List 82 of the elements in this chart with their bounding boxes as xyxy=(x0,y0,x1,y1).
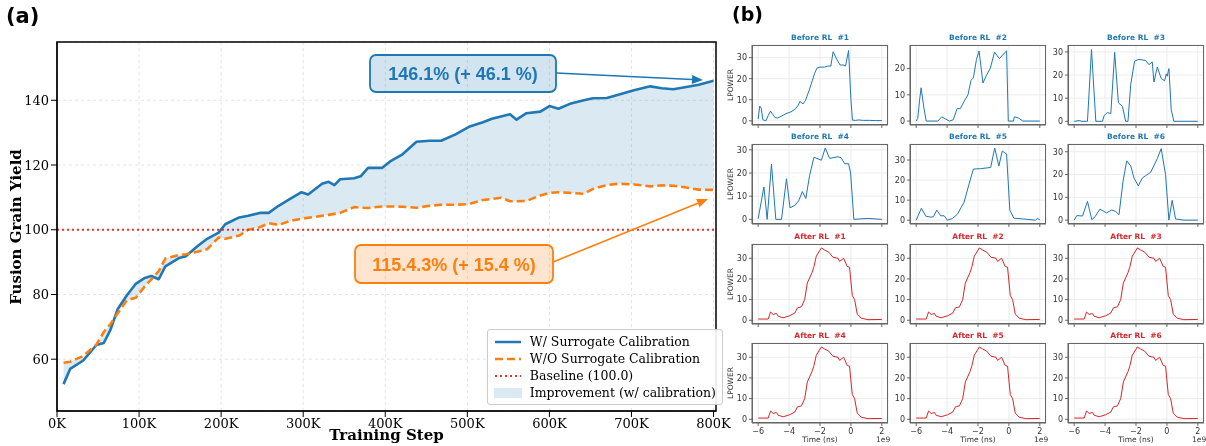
y-tick-label: 30 xyxy=(736,145,747,155)
y-tick-label: 0 xyxy=(741,116,747,126)
x-tick-label: −6 xyxy=(1068,426,1081,436)
x-tick-label: 2 xyxy=(879,426,885,436)
x-tick-label: 0K xyxy=(48,416,67,432)
y-tick-label: 10 xyxy=(1052,295,1063,305)
x-tick-label: 2 xyxy=(1195,426,1201,436)
x-tick-label: 200K xyxy=(203,416,239,432)
y-tick-label: 30 xyxy=(1052,353,1063,363)
y-tick-label: 20 xyxy=(1052,373,1063,383)
y-tick-label: 60 xyxy=(32,351,49,367)
y-tick-label: 30 xyxy=(736,353,747,363)
y-tick-label: 30 xyxy=(894,155,905,165)
annotation: 115.4.3% (+ 15.4 %) xyxy=(372,254,536,275)
y-tick-label: 10 xyxy=(736,192,747,202)
y-tick-label: 30 xyxy=(736,53,747,63)
y-tick-label: 20 xyxy=(736,168,747,178)
y-tick-label: 20 xyxy=(736,373,747,383)
x-tick-label: 100K xyxy=(121,416,157,432)
x-tick-label: −2 xyxy=(1130,426,1142,436)
y-tick-label: 30 xyxy=(1052,254,1063,264)
y-tick-label: 120 xyxy=(24,157,49,173)
x-tick-label: 700K xyxy=(614,416,650,432)
legend-label: Baseline (100.0) xyxy=(529,368,634,383)
y-tick-label: 0 xyxy=(1057,215,1063,225)
y-tick-label: 0 xyxy=(741,316,747,326)
x-tick-label: −6 xyxy=(752,426,765,436)
x-tick-label: 0 xyxy=(1164,426,1170,436)
y-tick-label: 20 xyxy=(894,274,905,284)
y-tick-label: 10 xyxy=(894,394,905,404)
y-tick-label: 30 xyxy=(736,254,747,264)
x-tick-label: 500K xyxy=(450,416,485,432)
legend-label: W/ Surrogate Calibration xyxy=(529,334,690,349)
y-tick-label: 20 xyxy=(894,373,905,383)
y-tick-label: 30 xyxy=(1052,47,1063,57)
y-tick-label: 0 xyxy=(899,316,905,326)
y-tick-label: 20 xyxy=(894,64,905,74)
x-tick-label: −4 xyxy=(1099,426,1111,436)
x-tick-label: 2 xyxy=(1037,426,1043,436)
x-tick-label: 600K xyxy=(532,416,567,432)
x-tick-label: 800K xyxy=(696,416,732,432)
y-axis-title: Fusion Grain Yield xyxy=(7,148,25,305)
y-tick-label: 20 xyxy=(1052,70,1063,80)
legend-label: W/O Surrogate Calibration xyxy=(529,351,701,366)
y-tick-label: 20 xyxy=(736,74,747,84)
y-tick-label: 0 xyxy=(899,216,905,226)
x-tick-label: −2 xyxy=(814,426,826,436)
y-tick-label: 0 xyxy=(741,215,747,225)
x-tick-label: −4 xyxy=(941,426,953,436)
x-tick-label: −2 xyxy=(972,426,984,436)
x-tick-label: 300K xyxy=(285,416,321,432)
y-tick-label: 0 xyxy=(1057,316,1063,326)
y-tick-label: 10 xyxy=(894,295,905,305)
x-tick-label: 0 xyxy=(848,426,854,436)
y-tick-label: 0 xyxy=(899,116,905,126)
annotation: 146.1% (+ 46.1 %) xyxy=(388,64,538,84)
y-tick-label: 30 xyxy=(894,254,905,264)
y-tick-label: 20 xyxy=(1052,274,1063,284)
y-tick-label: 30 xyxy=(894,353,905,363)
chart-title: (a) xyxy=(6,4,40,28)
y-tick-label: 140 xyxy=(24,92,49,108)
y-tick-label: 80 xyxy=(32,287,49,303)
y-tick-label: 10 xyxy=(736,394,747,404)
y-tick-label: 20 xyxy=(736,274,747,284)
y-tick-label: 10 xyxy=(894,90,905,100)
x-tick-label: 0 xyxy=(1006,426,1012,436)
line-series xyxy=(62,182,715,365)
x-tick-label: −6 xyxy=(910,426,923,436)
y-tick-label: 10 xyxy=(1052,193,1063,203)
text: (b) xyxy=(732,3,763,25)
y-tick-label: 10 xyxy=(894,195,905,205)
y-tick-label: 30 xyxy=(1052,147,1063,157)
y-tick-label: 10 xyxy=(1052,394,1063,404)
annotation: Improvement (w/ calibration) xyxy=(529,385,716,400)
y-tick-label: 10 xyxy=(1052,94,1063,104)
y-tick-label: 20 xyxy=(1052,170,1063,180)
y-tick-label: 100 xyxy=(24,222,49,238)
y-tick-label: 20 xyxy=(894,175,905,185)
y-tick-label: 10 xyxy=(736,295,747,305)
y-tick-label: 0 xyxy=(1057,117,1063,127)
x-tick-label: −4 xyxy=(783,426,795,436)
y-tick-label: 10 xyxy=(736,95,747,105)
